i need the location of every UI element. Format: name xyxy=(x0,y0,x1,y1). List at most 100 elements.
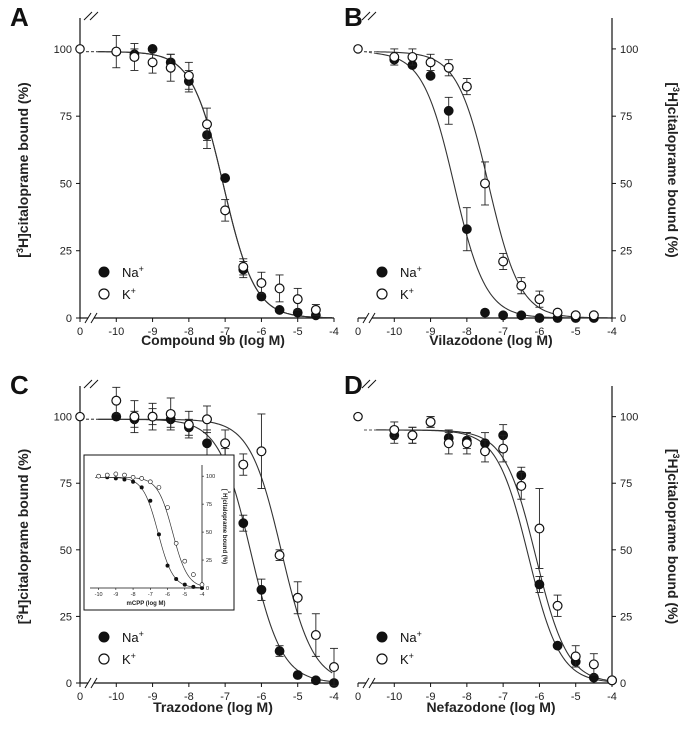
legend-label-part: K xyxy=(400,287,409,302)
point-k xyxy=(552,600,563,611)
y-title-part: 3 xyxy=(15,248,25,253)
point-na xyxy=(534,579,545,590)
y-title-part: [ xyxy=(665,82,681,87)
legend-label-part: + xyxy=(409,651,414,661)
inset-point-na xyxy=(165,563,170,568)
inset-point-na xyxy=(182,582,187,587)
point-na xyxy=(220,173,231,183)
legend-label-part: + xyxy=(131,651,136,661)
top-break xyxy=(367,11,377,21)
point-k xyxy=(129,51,140,62)
x-tick-label: -10 xyxy=(386,326,402,338)
inset-point-na xyxy=(200,586,204,590)
legend-marker-k xyxy=(98,288,110,300)
y-title-part: 3 xyxy=(671,87,681,92)
legend-label-part: K xyxy=(400,652,409,667)
legend-label-part: Na xyxy=(122,265,139,280)
x-tick-label: -7 xyxy=(498,326,508,338)
inset-point-na xyxy=(156,532,161,537)
x-tick-label: -9 xyxy=(148,691,158,703)
legend-label: K+ xyxy=(122,286,136,302)
point-k xyxy=(238,261,249,272)
x-tick-label: -4 xyxy=(607,326,617,338)
x-tick-label: -8 xyxy=(184,326,194,338)
inset-x-tick-label: -9 xyxy=(113,592,118,598)
x-tick-label: -7 xyxy=(220,691,230,703)
point-k xyxy=(147,57,158,68)
y-title-part: H] xyxy=(15,600,31,615)
control-point xyxy=(353,44,363,54)
legend-label-part: + xyxy=(409,286,414,296)
legend-label-part: Na xyxy=(122,630,139,645)
legend-marker-k xyxy=(376,288,388,300)
point-k xyxy=(498,256,509,267)
point-k xyxy=(292,294,303,305)
x-tick-label: -4 xyxy=(329,326,339,338)
x-tick-label: -6 xyxy=(257,691,267,703)
x-tick-label: -10 xyxy=(108,691,124,703)
legend-label: K+ xyxy=(400,286,414,302)
y-title-part: [ xyxy=(15,253,31,258)
point-k xyxy=(256,446,267,457)
point-k xyxy=(407,430,418,441)
panel-a: A 0 -10 -9 -8 -7 -6 -5 -4 0 25 50 75 100 Compound 9b (… xyxy=(10,2,339,348)
inset-point-k xyxy=(199,582,205,587)
x-tick-label: -6 xyxy=(257,326,267,338)
inset-point-k xyxy=(122,472,127,478)
point-k xyxy=(516,480,527,491)
inset-y-title: [3H]citaloprame bound (%) xyxy=(221,489,232,564)
y-axis-title: [3H]citaloprame bound (%) xyxy=(15,449,31,624)
y-tick-label: 75 xyxy=(60,111,72,123)
point-k xyxy=(443,62,454,73)
inset-x-tick-label: -5 xyxy=(182,592,187,598)
legend-marker-na xyxy=(376,631,388,643)
legend-label: Na+ xyxy=(122,264,144,280)
legend-marker-na xyxy=(98,266,110,278)
point-k xyxy=(329,662,340,673)
x-axis-title: Nefazodone (log M) xyxy=(426,699,555,715)
x-tick-label: 0 xyxy=(355,691,361,703)
point-k xyxy=(606,675,617,686)
y-title-part: H] xyxy=(665,459,681,474)
control-point xyxy=(353,411,363,422)
y-title-part: 3 xyxy=(671,453,681,458)
inset-point-na xyxy=(191,584,196,589)
top-break xyxy=(361,11,371,21)
x-tick-label: -10 xyxy=(108,326,124,338)
point-k xyxy=(534,294,545,305)
x-tick-label: -5 xyxy=(571,691,581,703)
legend-label-part: + xyxy=(131,286,136,296)
x-tick-label: -8 xyxy=(462,691,472,703)
point-na xyxy=(292,670,303,680)
point-k xyxy=(220,205,231,216)
x-axis-break xyxy=(90,312,98,324)
x-tick-label: -9 xyxy=(148,326,158,338)
legend-marker-k xyxy=(98,653,110,665)
point-na xyxy=(274,305,285,315)
control-point xyxy=(75,44,85,54)
inset-y-tick-label: 50 xyxy=(206,530,212,536)
inset-x-title: mCPP (log M) xyxy=(127,601,166,607)
inset-point-k xyxy=(113,471,119,477)
point-k xyxy=(480,446,491,457)
legend-label-part: + xyxy=(139,264,144,274)
point-k xyxy=(310,304,321,315)
x-axis-break xyxy=(368,677,376,689)
legend-marker-k xyxy=(376,653,388,665)
point-k xyxy=(425,57,436,68)
inset-point-k xyxy=(173,540,179,546)
point-k xyxy=(238,459,249,470)
inset-x-tick-label: -7 xyxy=(148,592,153,598)
point-k xyxy=(570,310,581,321)
y-tick-label: 75 xyxy=(620,478,632,490)
point-k xyxy=(292,592,303,603)
x-axis-break xyxy=(84,312,92,324)
inset-point-k xyxy=(165,505,170,510)
point-k xyxy=(310,630,321,641)
legend-marker-na xyxy=(376,266,388,278)
inset-point-k xyxy=(156,485,162,490)
y-title-part: [ xyxy=(221,489,227,491)
legend-label-part: Na xyxy=(400,630,417,645)
x-tick-label: -9 xyxy=(426,326,436,338)
point-k xyxy=(480,178,491,189)
